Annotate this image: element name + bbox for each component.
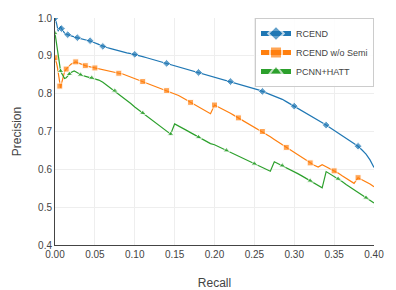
svg-text:0.15: 0.15: [165, 249, 185, 260]
svg-text:0.6: 0.6: [38, 164, 52, 175]
svg-text:0.5: 0.5: [38, 202, 52, 213]
svg-text:1.0: 1.0: [38, 13, 52, 24]
svg-text:0.30: 0.30: [285, 249, 305, 260]
svg-text:PCNN+HATT: PCNN+HATT: [296, 67, 350, 77]
svg-text:Recall: Recall: [198, 276, 231, 290]
svg-text:0.20: 0.20: [205, 249, 225, 260]
svg-text:0.8: 0.8: [38, 88, 52, 99]
svg-text:0.7: 0.7: [38, 126, 52, 137]
svg-text:0.25: 0.25: [245, 249, 265, 260]
svg-text:0.10: 0.10: [125, 249, 145, 260]
svg-text:0.00: 0.00: [45, 249, 65, 260]
svg-text:Precision: Precision: [10, 107, 24, 156]
svg-text:0.40: 0.40: [364, 249, 384, 260]
svg-text:0.9: 0.9: [38, 50, 52, 61]
svg-text:RCEND: RCEND: [296, 29, 329, 39]
svg-text:0.05: 0.05: [85, 249, 105, 260]
svg-text:RCEND w/o Semi: RCEND w/o Semi: [296, 48, 368, 58]
svg-text:0.35: 0.35: [324, 249, 344, 260]
svg-text:0.4: 0.4: [38, 240, 52, 251]
